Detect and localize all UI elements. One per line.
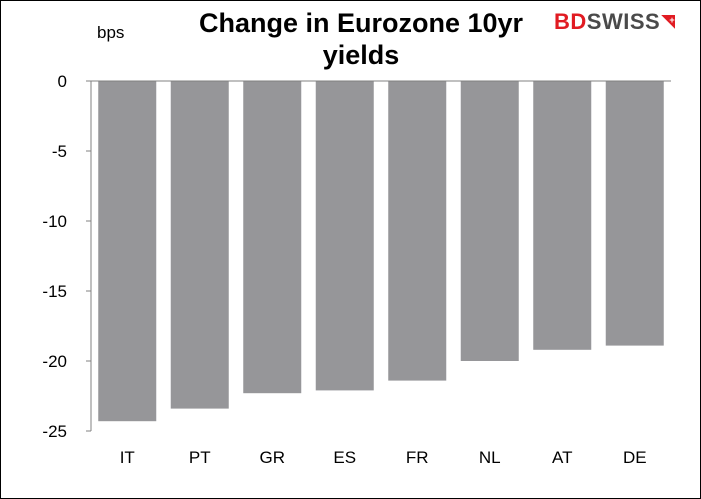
bar-pt	[170, 81, 229, 409]
y-tick-label: 0	[58, 72, 67, 91]
y-tick-label: -15	[42, 282, 67, 301]
y-tick-label: -20	[42, 352, 67, 371]
bar-gr	[243, 81, 302, 394]
y-tick-label: -25	[42, 422, 67, 441]
x-category-label: GR	[260, 448, 286, 467]
x-category-label: FR	[406, 448, 429, 467]
bar-it	[98, 81, 157, 422]
y-tick-label: -10	[42, 212, 67, 231]
logo-text-bd: BD	[554, 9, 587, 34]
x-category-label: AT	[552, 448, 572, 467]
bar-de	[605, 81, 664, 346]
bar-es	[315, 81, 374, 391]
bar-nl	[460, 81, 519, 361]
x-category-label: ES	[333, 448, 356, 467]
bdswiss-logo: BDSWISS +	[554, 9, 676, 35]
y-tick-label: -5	[52, 142, 67, 161]
x-category-label: PT	[189, 448, 211, 467]
chart-title: Change in Eurozone 10yr yields	[198, 8, 524, 70]
bar-at	[533, 81, 592, 350]
bar-fr	[388, 81, 447, 381]
logo-text-swiss: SWISS	[586, 9, 661, 34]
y-axis-unit-label: bps	[97, 23, 125, 42]
x-category-label: DE	[623, 448, 647, 467]
x-category-label: IT	[120, 448, 135, 467]
x-category-label: NL	[479, 448, 501, 467]
